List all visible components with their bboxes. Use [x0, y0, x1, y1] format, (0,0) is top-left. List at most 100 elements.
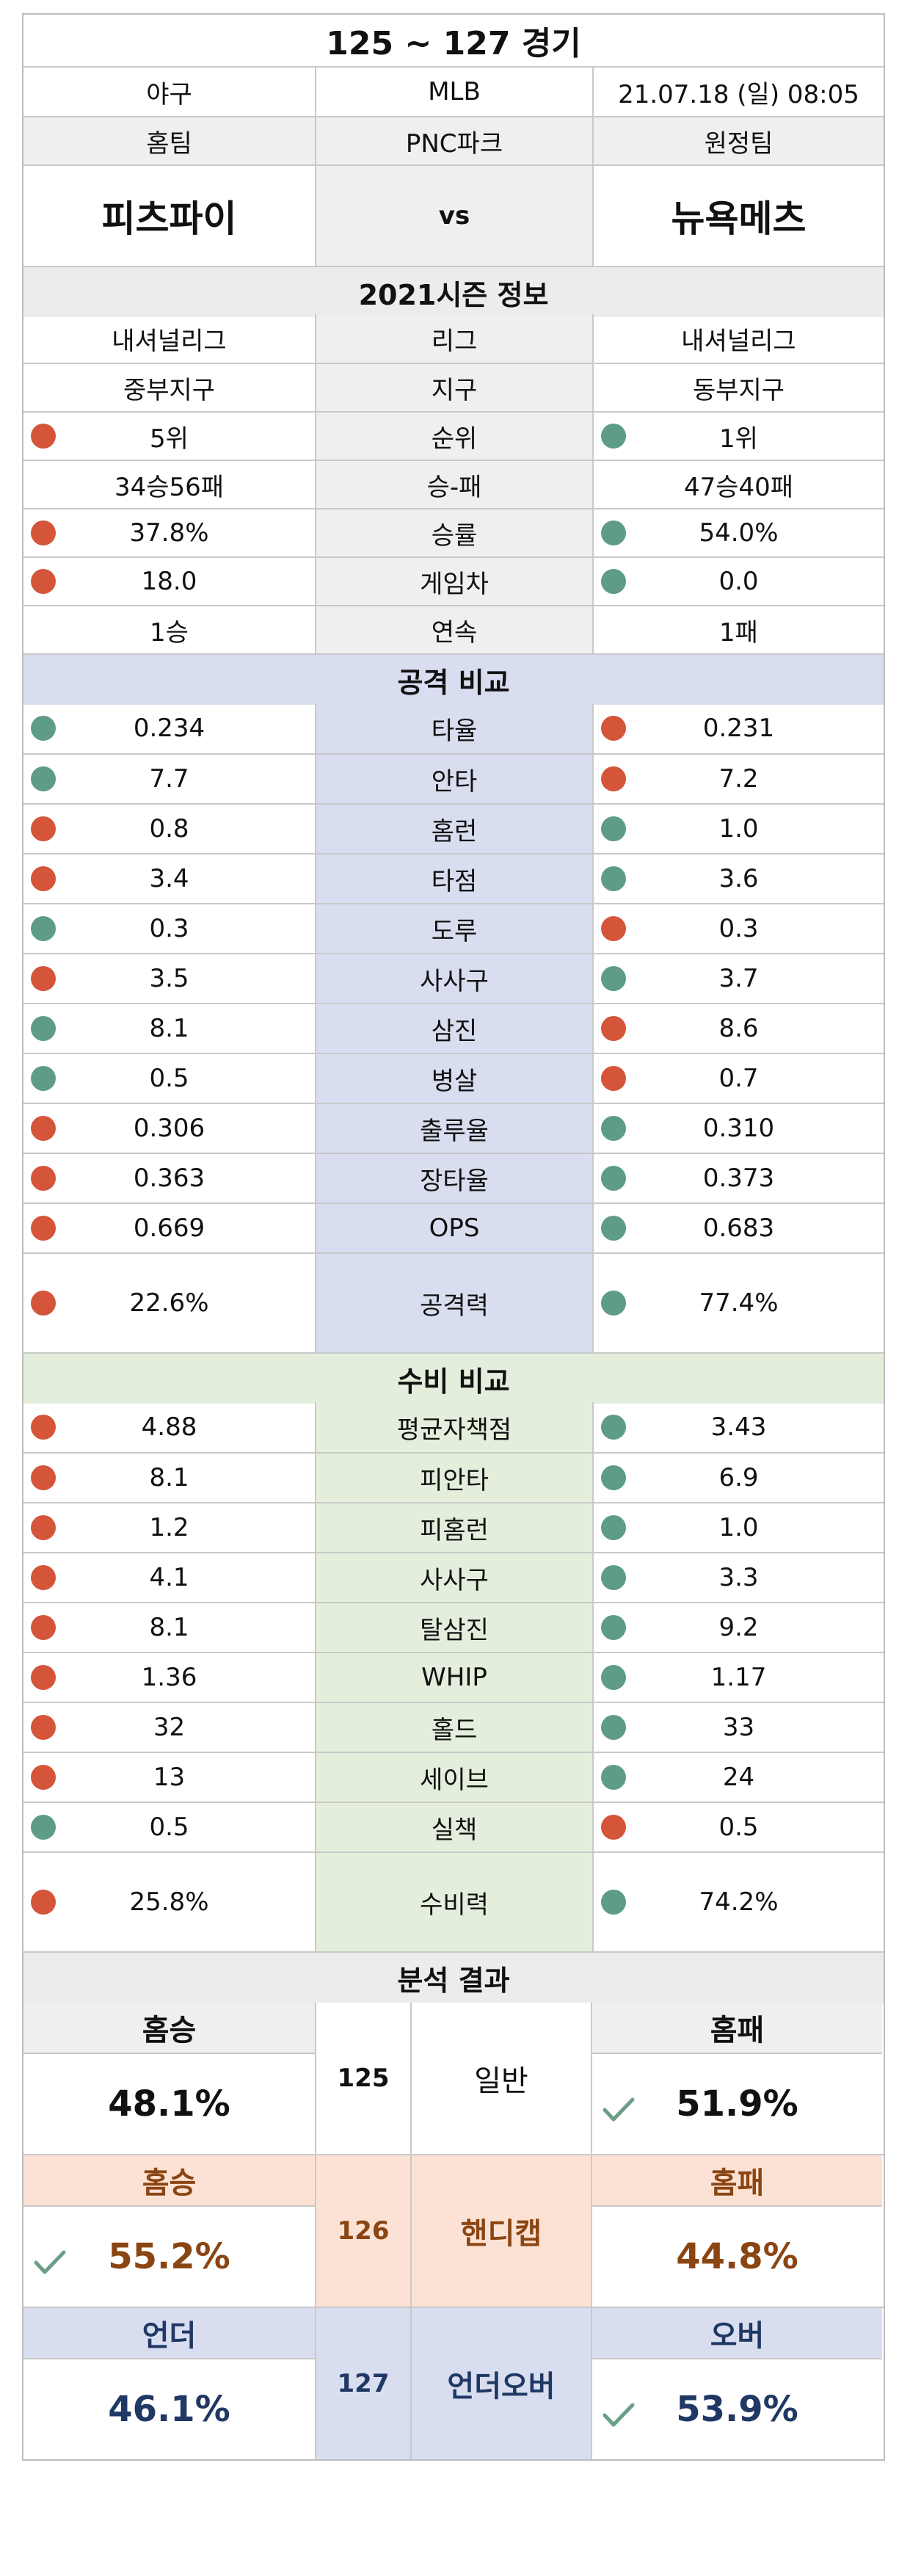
defense-section-title: 수비 비교 [23, 1354, 884, 1404]
defense-row: 8.1 피안타 6.9 [23, 1452, 884, 1502]
defense-away-value: 74.2% [592, 1853, 884, 1951]
defense-row: 4.1 사사구 3.3 [23, 1552, 884, 1602]
offense-home-value: 3.5 [23, 954, 315, 1003]
offense-away-value: 0.683 [592, 1204, 884, 1252]
analysis-block-126: 홈승 55.2% 126 핸디캡 홈패 44.8% [23, 2154, 884, 2307]
season-stat-label: 지구 [315, 364, 592, 411]
bet-type: 일반 [474, 2064, 528, 2098]
offense-home-value: 0.234 [23, 703, 315, 753]
offense-home-value: 0.669 [23, 1204, 315, 1252]
right-outcome-label: 홈패 [592, 2155, 882, 2205]
offense-stat-label: 출루율 [315, 1104, 592, 1153]
offense-row: 0.363 장타율 0.373 [23, 1153, 884, 1202]
away-team-name: 뉴욕메츠 [592, 166, 884, 266]
home-red-dot-icon [31, 866, 56, 891]
home-red-dot-icon [31, 1665, 56, 1690]
offense-away-value: 77.4% [592, 1254, 884, 1352]
home-red-dot-icon [31, 1166, 56, 1191]
home-label: 홈팀 [146, 128, 192, 159]
venue-cell: PNC파크 [315, 117, 592, 164]
offense-stat-label: 도루 [315, 904, 592, 953]
away-green-dot-icon [601, 1515, 626, 1540]
bet-type: 언더오버 [447, 2370, 556, 2403]
home-green-dot-icon [31, 916, 56, 941]
away-red-dot-icon [601, 1016, 626, 1041]
game-number-cell: 125 [315, 2003, 410, 2154]
offense-away-value: 3.7 [592, 954, 884, 1003]
season-away-value: 동부지구 [592, 364, 884, 411]
home-red-dot-icon [31, 1216, 56, 1241]
defense-row: 0.5 실책 0.5 [23, 1802, 884, 1851]
away-green-dot-icon [601, 1665, 626, 1690]
right-outcome: 오버 53.9% [591, 2308, 882, 2459]
offense-stat-label: 삼진 [315, 1004, 592, 1053]
offense-away-value: 0.231 [592, 703, 884, 753]
season-stat-label: 리그 [315, 314, 592, 363]
defense-stat-label: 피홈런 [315, 1503, 592, 1552]
defense-row: 1.2 피홈런 1.0 [23, 1502, 884, 1552]
offense-home-value: 0.5 [23, 1054, 315, 1103]
offense-stat-label: 홈런 [315, 805, 592, 853]
left-outcome-value: 48.1% [23, 2053, 315, 2154]
offense-away-value: 0.373 [592, 1154, 884, 1202]
season-row: 중부지구 지구 동부지구 [23, 363, 884, 411]
away-red-dot-icon [601, 1815, 626, 1840]
season-home-value: 내셔널리그 [112, 326, 227, 356]
left-outcome-value: 46.1% [23, 2358, 315, 2459]
defense-home-value: 4.1 [23, 1553, 315, 1602]
offense-row: 0.5 병살 0.7 [23, 1053, 884, 1103]
defense-home-value: 13 [23, 1753, 315, 1802]
offense-home-value: 3.4 [23, 855, 315, 903]
offense-away-value: 1.0 [592, 805, 884, 853]
home-red-dot-icon [31, 1291, 56, 1316]
sheet-title: 125 ~ 127 경기 [326, 25, 581, 62]
away-green-dot-icon [601, 569, 626, 594]
offense-row: 0.669 OPS 0.683 [23, 1202, 884, 1252]
home-red-dot-icon [31, 1515, 56, 1540]
offense-home-value: 0.306 [23, 1104, 315, 1153]
home-red-dot-icon [31, 1415, 56, 1440]
offense-away-value: 3.6 [592, 855, 884, 903]
offense-away-value: 0.3 [592, 904, 884, 953]
offense-away-value: 8.6 [592, 1004, 884, 1053]
right-outcome: 홈패 44.8% [591, 2155, 882, 2307]
season-away-value: 1패 [592, 606, 884, 653]
offense-row: 0.306 출루율 0.310 [23, 1103, 884, 1153]
offense-home-value: 0.363 [23, 1154, 315, 1202]
defense-home-value: 1.2 [23, 1503, 315, 1552]
offense-row: 0.234 타율 0.231 [23, 703, 884, 753]
defense-away-value: 1.17 [592, 1653, 884, 1702]
season-row: 18.0 게임차 0.0 [23, 556, 884, 605]
offense-row: 0.3 도루 0.3 [23, 903, 884, 953]
home-red-dot-icon [31, 1116, 56, 1141]
left-outcome-label: 홈승 [23, 2003, 315, 2053]
bet-type-cell: 일반 [410, 2003, 591, 2154]
offense-row: 22.6% 공격력 77.4% [23, 1252, 884, 1352]
defense-home-value: 0.5 [23, 1803, 315, 1851]
home-team-name: 피츠파이 [101, 197, 237, 240]
offense-home-value: 7.7 [23, 755, 315, 803]
season-row: 1승 연속 1패 [23, 605, 884, 653]
analysis-blocks: 홈승 48.1% 125 일반 홈패 51.9% 홈승 55.2% 126 핸디캡 홈패 44.8% 언… [23, 2001, 884, 2459]
offense-stat-label: 타율 [315, 703, 592, 753]
left-outcome: 홈승 48.1% [23, 2003, 315, 2154]
checkmark-icon [603, 2396, 635, 2427]
defense-away-value: 3.43 [592, 1402, 884, 1452]
home-red-dot-icon [31, 966, 56, 991]
defense-home-value: 25.8% [23, 1853, 315, 1951]
offense-section-title: 공격 비교 [23, 655, 884, 705]
defense-row: 1.36 WHIP 1.17 [23, 1652, 884, 1702]
home-red-dot-icon [31, 816, 56, 841]
right-outcome-label: 오버 [592, 2308, 882, 2358]
defense-home-value: 1.36 [23, 1653, 315, 1702]
away-green-dot-icon [601, 424, 626, 449]
game-number-cell: 127 [315, 2308, 410, 2459]
home-red-dot-icon [31, 520, 56, 545]
season-home-value: 34승56패 [114, 472, 225, 502]
home-red-dot-icon [31, 1615, 56, 1640]
defense-home-value: 8.1 [23, 1603, 315, 1652]
offense-stat-label: 사사구 [315, 954, 592, 1003]
away-green-dot-icon [601, 1291, 626, 1316]
left-outcome-value: 55.2% [23, 2205, 315, 2307]
vs-label: vs [315, 166, 592, 266]
